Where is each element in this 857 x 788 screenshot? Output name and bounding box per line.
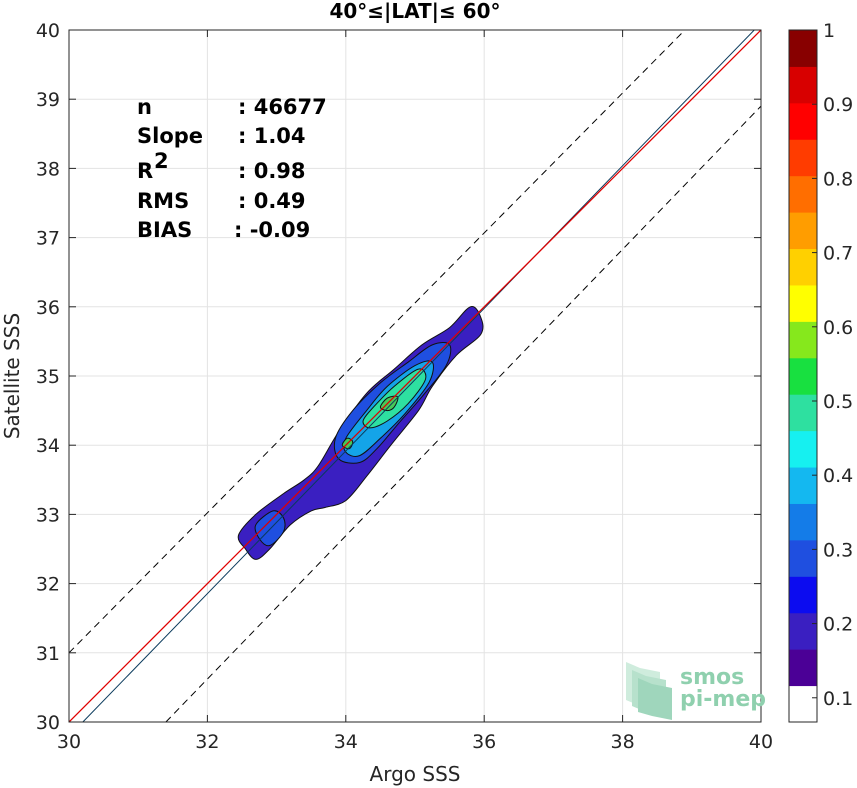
y-axis-label: Satellite SSS bbox=[0, 313, 24, 439]
y-tick-label: 30 bbox=[36, 712, 60, 734]
x-tick-label: 30 bbox=[57, 731, 81, 753]
colorbar-tick-label: 0.7 bbox=[823, 243, 853, 265]
stat-value-slope: : 1.04 bbox=[238, 124, 306, 148]
grid bbox=[69, 30, 761, 722]
colorbar-frame bbox=[788, 29, 818, 723]
stat-label-rms: RMS bbox=[137, 189, 189, 213]
colorbar-segment bbox=[789, 685, 817, 723]
colorbar-tick-label: 0.6 bbox=[823, 317, 853, 339]
colorbar-segment bbox=[789, 66, 817, 104]
colorbar-segment bbox=[789, 175, 817, 213]
colorbar-segment bbox=[789, 30, 817, 67]
colorbar-tick-label: 0.1 bbox=[823, 688, 853, 710]
x-tick-label: 32 bbox=[195, 731, 219, 753]
stat-label-n: n bbox=[137, 95, 152, 119]
y-tick-label: 31 bbox=[36, 643, 60, 665]
smos-pimep-logo: smos pi-mep bbox=[626, 662, 766, 720]
colorbar: 0.1 0.2 0.3 0.4 0.5 0.6 0.7 0.8 0.9 1 bbox=[788, 20, 853, 723]
stat-label-slope: Slope bbox=[137, 124, 203, 148]
lower-error-band-line bbox=[165, 105, 761, 722]
y-tick-label: 35 bbox=[36, 366, 60, 388]
upper-error-band-line bbox=[69, 30, 686, 654]
x-axis-label: Argo SSS bbox=[370, 762, 461, 786]
colorbar-segment bbox=[789, 248, 817, 286]
y-tick-label: 38 bbox=[36, 158, 60, 180]
stat-value-bias: : -0.09 bbox=[234, 218, 310, 242]
colorbar-tick-label: 0.5 bbox=[823, 391, 853, 413]
colorbar-tick-label: 0.9 bbox=[823, 94, 853, 116]
colorbar-segment bbox=[789, 102, 817, 140]
logo-line2: pi-mep bbox=[680, 687, 766, 712]
y-axis-ticks: 30 31 32 33 34 35 36 37 38 39 40 bbox=[36, 20, 761, 734]
chart-title: 40°≤|LAT|≤ 60° bbox=[329, 0, 500, 23]
colorbar-segment bbox=[789, 430, 817, 468]
x-axis-ticks: 30 32 34 36 38 40 bbox=[57, 30, 773, 753]
colorbar-tick-label: 1 bbox=[823, 20, 835, 42]
colorbar-tick-label: 0.4 bbox=[823, 465, 853, 487]
colorbar-segment bbox=[789, 321, 817, 359]
colorbar-segment bbox=[789, 284, 817, 322]
colorbar-segment bbox=[789, 467, 817, 504]
stat-value-rms: : 0.49 bbox=[238, 189, 306, 213]
y-tick-label: 32 bbox=[36, 574, 60, 596]
colorbar-segment bbox=[789, 649, 817, 687]
colorbar-segment bbox=[789, 139, 817, 177]
stat-label-r: R bbox=[137, 159, 153, 183]
colorbar-tick-label: 0.2 bbox=[823, 614, 853, 636]
colorbar-tick-label: 0.3 bbox=[823, 539, 853, 561]
reference-lines bbox=[69, 30, 761, 722]
stat-label-superscript: 2 bbox=[154, 149, 169, 173]
colorbar-segment bbox=[789, 612, 817, 650]
colorbar-segment bbox=[789, 576, 817, 614]
identity-line bbox=[69, 30, 761, 722]
stat-value-r: : 0.98 bbox=[238, 159, 306, 183]
y-tick-label: 36 bbox=[36, 297, 60, 319]
y-tick-label: 33 bbox=[36, 504, 60, 526]
logo-line1: smos bbox=[680, 665, 744, 690]
x-tick-label: 38 bbox=[611, 731, 635, 753]
colorbar-segment bbox=[789, 212, 817, 250]
y-tick-label: 40 bbox=[36, 20, 60, 42]
y-tick-label: 34 bbox=[36, 435, 60, 457]
colorbar-segment bbox=[789, 503, 817, 541]
colorbar-tick-label: 0.8 bbox=[823, 168, 853, 190]
x-tick-label: 34 bbox=[334, 731, 358, 753]
stat-label-bias: BIAS bbox=[137, 218, 192, 242]
y-tick-label: 37 bbox=[36, 228, 60, 250]
colorbar-segment bbox=[789, 394, 817, 432]
y-tick-label: 39 bbox=[36, 89, 60, 111]
regression-line bbox=[82, 30, 755, 722]
logo-mark-icon bbox=[626, 662, 672, 720]
x-tick-label: 36 bbox=[472, 731, 496, 753]
colorbar-segment bbox=[789, 539, 817, 577]
colorbar-segment bbox=[789, 357, 817, 395]
stats-box: n : 46677 Slope : 1.04 R 2 : 0.98 RMS : 0.49 BIAS… bbox=[137, 95, 327, 242]
stat-value-n: : 46677 bbox=[238, 95, 327, 119]
x-tick-label: 40 bbox=[749, 731, 773, 753]
